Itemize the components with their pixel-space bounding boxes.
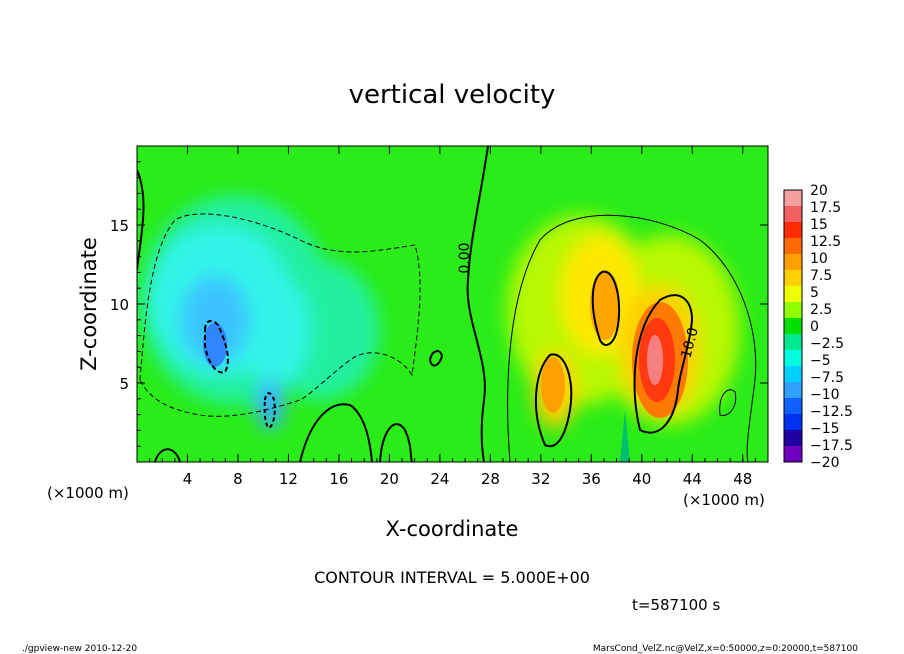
y-axis-label: Z-coordinate — [77, 237, 101, 371]
colorbar-swatch — [784, 398, 802, 415]
contour-interval-text: CONTOUR INTERVAL = 5.000E+00 — [314, 568, 590, 587]
contour-zero-line — [466, 146, 489, 462]
colorbar-level-label: 0 — [810, 319, 819, 335]
contour-neg-10 — [204, 319, 229, 374]
y-axis-ticks: 5 10 15 — [110, 145, 768, 463]
x-tick-label: 28 — [481, 470, 500, 488]
colorbar-level-label: 2.5 — [810, 302, 832, 318]
updraft-core-left — [541, 357, 565, 413]
colorbar-level-label: −12.5 — [810, 404, 853, 420]
footer-right-text: MarsCond_VelZ.nc@VelZ,x=0:50000,z=0:2000… — [593, 644, 858, 654]
colorbar-swatch — [784, 270, 802, 287]
colorbar-swatch — [784, 286, 802, 303]
neg-region-mid-2 — [240, 275, 310, 385]
colorbar-swatch — [784, 446, 802, 463]
colorbar-level-label: −17.5 — [810, 438, 853, 454]
colorbar-level-label: 15 — [810, 217, 828, 233]
time-text: t=587100 s — [632, 596, 720, 614]
y-tick-label: 15 — [110, 217, 129, 235]
contour-pos-5-blob — [719, 389, 737, 416]
contour-label-ten: 10.0 — [678, 326, 702, 360]
colorbar-swatch — [784, 318, 802, 335]
colorbar-level-label: 10 — [810, 251, 828, 267]
colorbar-level-label: −7.5 — [810, 370, 844, 386]
x-tick-label: 8 — [233, 470, 243, 488]
x-tick-label: 4 — [183, 470, 193, 488]
x-unit-left: (×1000 m) — [47, 484, 129, 502]
x-tick-label: 32 — [531, 470, 550, 488]
footer-left-text: ./gpview-new 2010-12-20 — [22, 644, 137, 654]
y-tick-label: 10 — [110, 296, 129, 314]
contour-pos-10-upper — [591, 270, 621, 346]
colorbar-swatch — [784, 414, 802, 431]
contour-zero-left — [137, 169, 145, 271]
colorbar-level-label: 17.5 — [810, 200, 841, 216]
contour-pos-10-left — [534, 353, 573, 448]
chart-title: vertical velocity — [349, 80, 556, 110]
x-tick-label: 48 — [733, 470, 752, 488]
plot-area: 0.00 10.0 — [136, 145, 769, 463]
updraft-core-max — [647, 335, 663, 385]
field-shading — [140, 195, 740, 430]
x-tick-label: 40 — [632, 470, 651, 488]
field-cores — [203, 270, 688, 462]
x-tick-label: 36 — [582, 470, 601, 488]
colorbar-swatch — [784, 222, 802, 239]
x-tick-label: 24 — [430, 470, 449, 488]
colorbar-level-label: −15 — [810, 421, 840, 437]
colorbar-level-label: 20 — [810, 183, 828, 199]
x-axis-label: X-coordinate — [386, 517, 519, 541]
x-tick-label: 16 — [329, 470, 348, 488]
colorbar-swatch — [784, 382, 802, 399]
colorbar-swatch — [784, 334, 802, 351]
contour-zero-bottom-2 — [379, 423, 413, 462]
colorbar-level-label: −5 — [810, 353, 831, 369]
colorbar-level-label: −2.5 — [810, 336, 844, 352]
contour-pos-5 — [507, 214, 757, 462]
colorbar-swatch — [784, 302, 802, 319]
colorbar-swatch — [784, 430, 802, 447]
colorbar-level-label: 12.5 — [810, 234, 841, 250]
colorbar-swatch — [784, 350, 802, 367]
colorbar-level-label: 7.5 — [810, 268, 832, 284]
contour-neg-10-b — [263, 392, 276, 430]
downdraft-core — [203, 323, 227, 367]
colorbar-level-label: −20 — [810, 455, 840, 471]
colorbar-swatch — [784, 190, 802, 207]
contour-neg-5 — [139, 213, 421, 417]
contour-zero-bottom-3 — [154, 448, 181, 462]
colorbar-swatch — [784, 206, 802, 223]
colorbar-level-label: 5 — [810, 285, 819, 301]
contour-pos-10-main — [633, 294, 694, 434]
colorbar-level-label: −10 — [810, 387, 840, 403]
x-tick-label: 12 — [279, 470, 298, 488]
updraft-core-upper — [590, 270, 620, 340]
contour-label-zero: 0.00 — [457, 242, 473, 273]
colorbar-swatch — [784, 238, 802, 255]
contour-zero-blob — [428, 350, 444, 367]
colorbar: 2017.51512.5107.552.50−2.5−5−7.5−10−12.5… — [783, 183, 853, 471]
x-tick-label: 44 — [683, 470, 702, 488]
colorbar-swatch — [784, 254, 802, 271]
contour-zero-bottom-1 — [299, 403, 373, 462]
x-axis-ticks: 4 8 12 16 20 24 28 32 36 40 44 48 — [136, 146, 769, 488]
contours — [137, 146, 757, 462]
y-tick-label: 5 — [119, 375, 129, 393]
neg-region-core — [180, 275, 250, 365]
neg-region-core-2 — [256, 380, 284, 430]
colorbar-swatch — [784, 366, 802, 383]
colorbar-frame — [783, 189, 803, 463]
downdraft-channel — [620, 410, 630, 462]
x-unit-right: (×1000 m) — [683, 491, 765, 509]
x-tick-label: 20 — [380, 470, 399, 488]
